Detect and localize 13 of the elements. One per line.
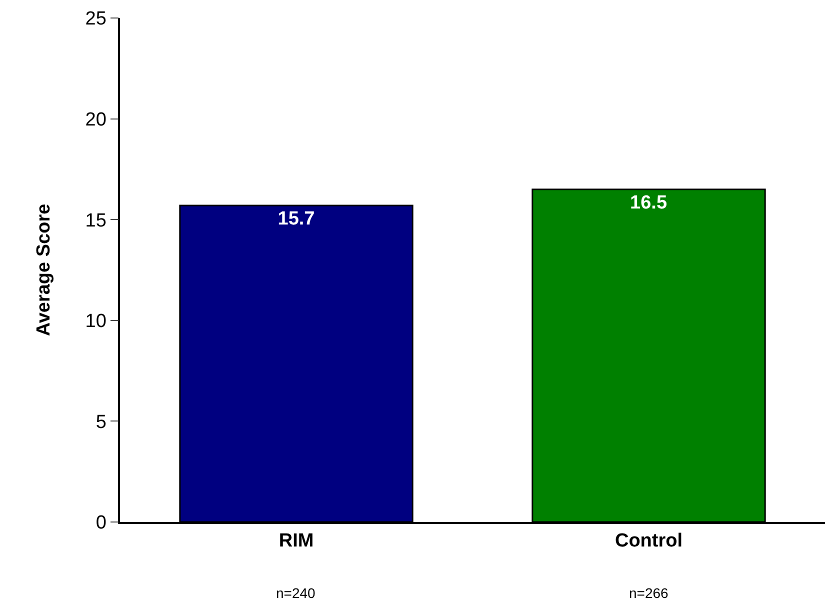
data-label: 15.7 bbox=[278, 208, 315, 230]
text: n=240 bbox=[276, 585, 316, 601]
text: n=266 bbox=[629, 585, 669, 601]
data-label: 16.5 bbox=[630, 192, 668, 214]
x-tick-label: Control bbox=[614, 530, 683, 552]
y-tick-label: 20 bbox=[85, 109, 106, 130]
y-axis-title: Average Score bbox=[34, 204, 55, 336]
y-tick-label: 5 bbox=[96, 412, 106, 433]
y-tick-label: 15 bbox=[85, 210, 106, 232]
y-tick-label: 10 bbox=[85, 311, 106, 332]
x-tick-label: RIM bbox=[278, 530, 314, 552]
y-tick-label: 25 bbox=[85, 8, 106, 30]
y-tick-label: 0 bbox=[96, 512, 106, 534]
